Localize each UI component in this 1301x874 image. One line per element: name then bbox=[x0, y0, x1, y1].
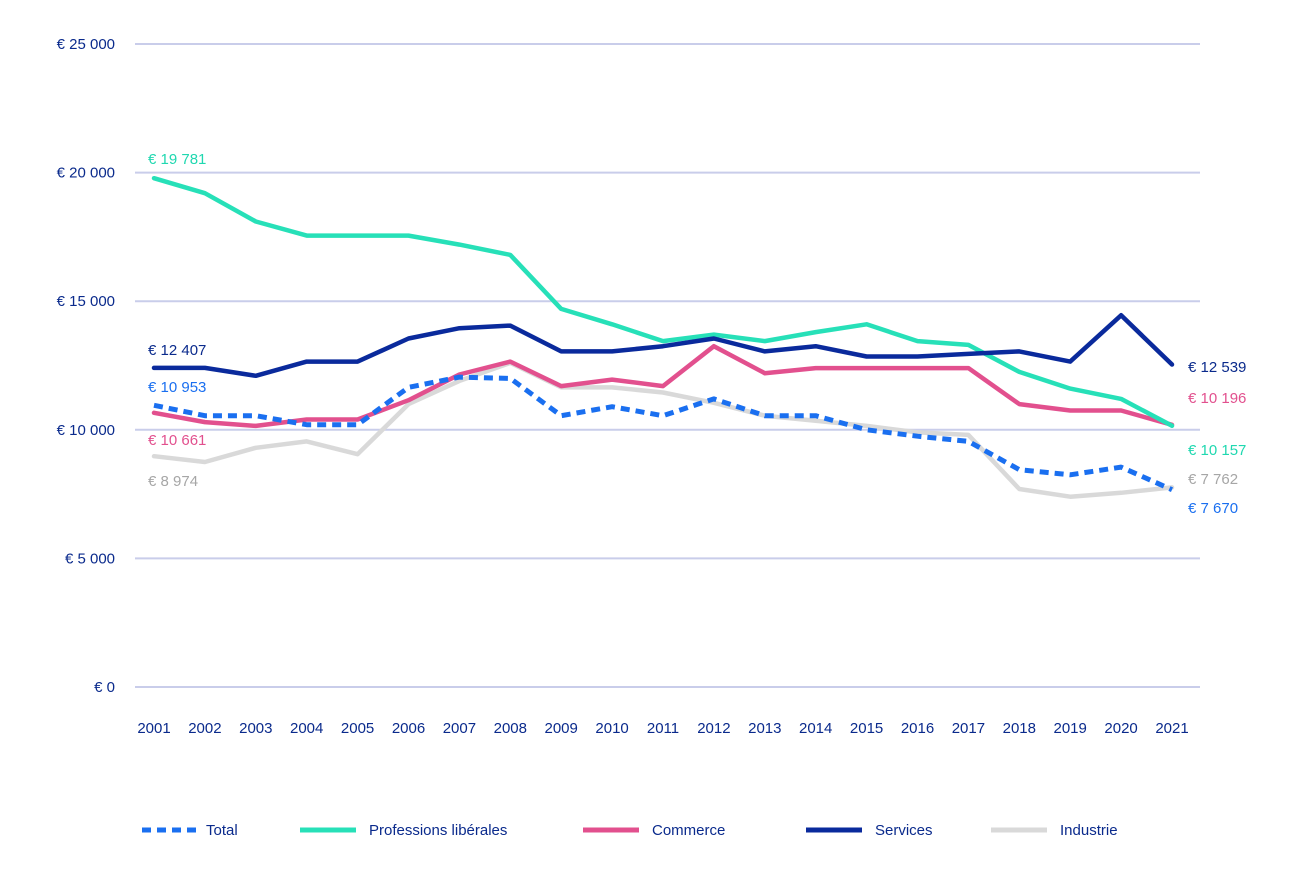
x-tick-label: 2018 bbox=[1003, 720, 1036, 737]
start-value-label: € 10 953 bbox=[148, 379, 206, 396]
y-tick-label: € 25 000 bbox=[57, 36, 115, 53]
x-tick-label: 2014 bbox=[799, 720, 832, 737]
x-axis-ticks: 2001 2002 2003 2004 2005 2006 2007 2008 2009 2010… bbox=[137, 720, 1188, 737]
x-tick-label: 2004 bbox=[290, 720, 323, 737]
x-tick-label: 2002 bbox=[188, 720, 221, 737]
legend-label: Services bbox=[875, 822, 933, 839]
x-tick-label: 2003 bbox=[239, 720, 272, 737]
x-tick-label: 2001 bbox=[137, 720, 170, 737]
x-tick-label: 2011 bbox=[647, 720, 679, 737]
x-tick-label: 2005 bbox=[341, 720, 374, 737]
end-value-label: € 10 157 bbox=[1188, 442, 1246, 459]
start-value-label: € 10 661 bbox=[148, 432, 206, 449]
start-value-label: € 12 407 bbox=[148, 342, 206, 359]
x-tick-label: 2006 bbox=[392, 720, 425, 737]
legend-item: Services bbox=[806, 822, 933, 839]
series-lines bbox=[151, 175, 1175, 499]
x-tick-label: 2010 bbox=[595, 720, 628, 737]
x-tick-label: 2017 bbox=[952, 720, 985, 737]
end-value-label: € 10 196 bbox=[1188, 390, 1246, 407]
series-line-services bbox=[151, 313, 1175, 379]
x-tick-label: 2013 bbox=[748, 720, 781, 737]
y-tick-label: € 0 bbox=[94, 679, 115, 696]
start-value-label: € 8 974 bbox=[148, 473, 198, 490]
x-tick-label: 2008 bbox=[494, 720, 527, 737]
legend-item: Professions libérales bbox=[300, 822, 507, 839]
end-value-label: € 7 670 bbox=[1188, 500, 1238, 517]
series-labels: € 8 974 € 7 762 € 10 661 € 10 196 € 19 781 € … bbox=[148, 151, 1246, 517]
legend-label: Total bbox=[206, 822, 238, 839]
legend-item: Industrie bbox=[991, 822, 1118, 839]
legend-item: Total bbox=[142, 822, 238, 839]
series-line-total bbox=[153, 374, 1174, 492]
end-value-label: € 12 539 bbox=[1188, 359, 1246, 376]
x-tick-label: 2019 bbox=[1054, 720, 1087, 737]
legend-label: Professions libérales bbox=[369, 822, 507, 839]
x-tick-label: 2012 bbox=[697, 720, 730, 737]
x-tick-label: 2020 bbox=[1104, 720, 1137, 737]
y-tick-label: € 5 000 bbox=[65, 550, 115, 567]
x-tick-label: 2007 bbox=[443, 720, 476, 737]
start-value-label: € 19 781 bbox=[148, 151, 206, 168]
end-value-label: € 7 762 bbox=[1188, 471, 1238, 488]
series-line-professions-lib-rales bbox=[151, 175, 1175, 429]
y-axis-ticks: € 0 € 5 000 € 10 000 € 15 000 € 20 000 € 25 0… bbox=[57, 36, 115, 696]
x-tick-label: 2021 bbox=[1155, 720, 1188, 737]
y-tick-label: € 15 000 bbox=[57, 293, 115, 310]
series-line-industrie bbox=[151, 360, 1175, 499]
x-tick-label: 2016 bbox=[901, 720, 934, 737]
y-tick-label: € 20 000 bbox=[57, 165, 115, 182]
x-tick-label: 2009 bbox=[545, 720, 578, 737]
legend-label: Industrie bbox=[1060, 822, 1118, 839]
grid-lines bbox=[135, 43, 1200, 688]
y-tick-label: € 10 000 bbox=[57, 422, 115, 439]
x-tick-label: 2015 bbox=[850, 720, 883, 737]
legend: Total Professions libérales Commerce Servic… bbox=[142, 822, 1118, 839]
legend-label: Commerce bbox=[652, 822, 725, 839]
series-line-commerce bbox=[151, 343, 1175, 429]
legend-item: Commerce bbox=[583, 822, 725, 839]
